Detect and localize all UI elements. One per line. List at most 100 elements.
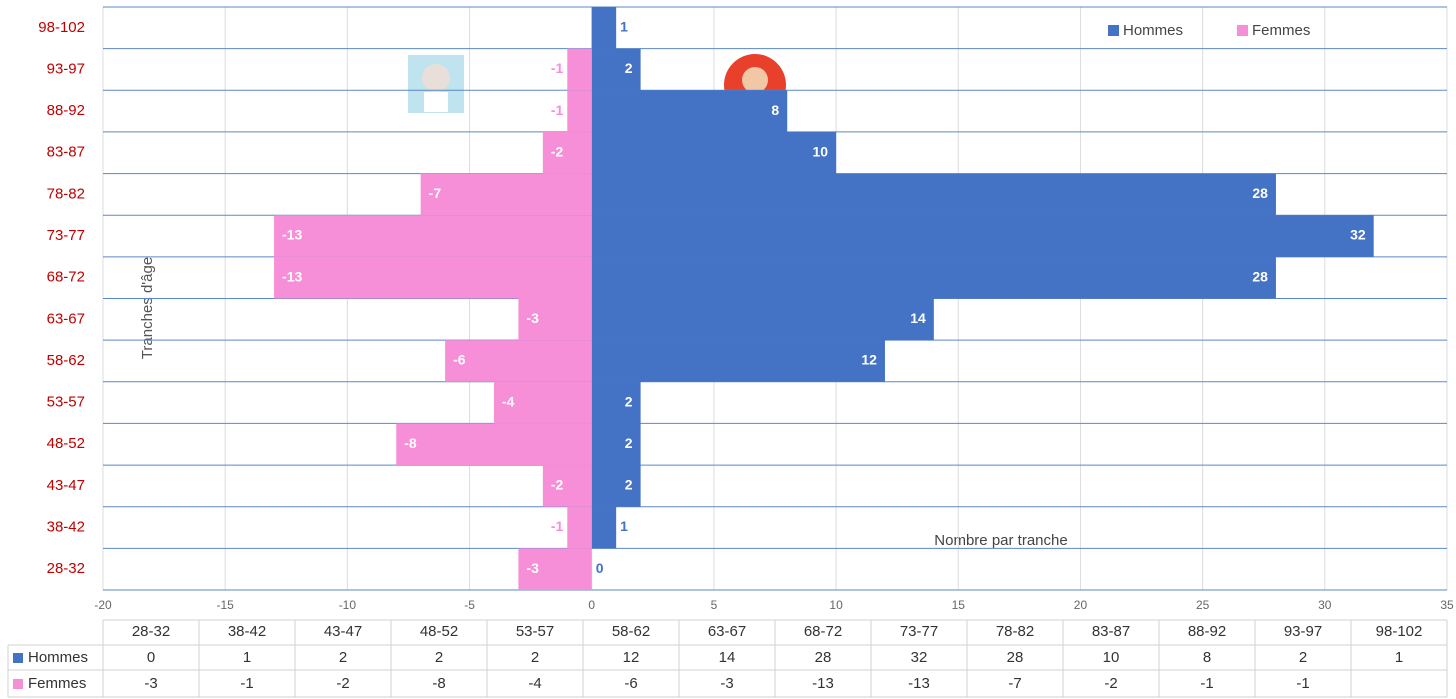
data-label: -8 — [404, 435, 417, 451]
data-label: 2 — [625, 393, 633, 409]
bar — [591, 48, 641, 91]
table-header: 53-57 — [516, 623, 554, 640]
y-tick-label: 43-47 — [47, 477, 85, 494]
data-label: 12 — [861, 352, 877, 368]
data-label: 14 — [910, 310, 926, 326]
table-cell: -1 — [240, 675, 253, 692]
table-cell: 8 — [1203, 649, 1211, 666]
bar — [591, 340, 885, 382]
table-header: 78-82 — [996, 623, 1034, 640]
bar — [591, 7, 617, 49]
y-axis-label: Tranches d'âge — [139, 257, 156, 359]
bar — [591, 381, 641, 424]
table-cell: 28 — [1007, 649, 1024, 666]
y-tick-label: 63-67 — [47, 310, 85, 327]
table-cell: -7 — [1008, 675, 1021, 692]
y-tick-label: 98-102 — [38, 19, 85, 36]
y-tick-label: 93-97 — [47, 60, 85, 77]
x-tick-label: -15 — [217, 598, 235, 612]
y-tick-label: 28-32 — [47, 560, 85, 577]
data-label: -7 — [429, 185, 442, 201]
table-cell: -1 — [1296, 675, 1309, 692]
table-cell: 28 — [815, 649, 832, 666]
bar — [591, 90, 788, 132]
table-cell: -4 — [528, 675, 541, 692]
bar — [591, 256, 1276, 299]
data-label: 28 — [1252, 268, 1268, 284]
table-cell: 2 — [339, 649, 347, 666]
data-label: 8 — [771, 102, 779, 118]
bar — [420, 173, 592, 216]
table-cell: -3 — [144, 675, 157, 692]
y-tick-label: 78-82 — [47, 185, 85, 202]
table-header: 73-77 — [900, 623, 938, 640]
bar — [591, 298, 934, 341]
x-axis-label: Nombre par tranche — [934, 532, 1067, 549]
data-label: -6 — [453, 352, 466, 368]
bar — [396, 423, 592, 466]
table-header: 28-32 — [132, 623, 170, 640]
table-header: 48-52 — [420, 623, 458, 640]
y-tick-label: 68-72 — [47, 269, 85, 286]
table-cell: 2 — [1299, 649, 1307, 666]
table-cell: -2 — [1104, 675, 1117, 692]
y-tick-label: 88-92 — [47, 102, 85, 119]
data-label: -1 — [551, 60, 564, 76]
table-cell: 2 — [435, 649, 443, 666]
table-header: 58-62 — [612, 623, 650, 640]
table-header: 43-47 — [324, 623, 362, 640]
table-cell: -13 — [908, 675, 930, 692]
x-tick-label: 5 — [711, 598, 718, 612]
table-header: 88-92 — [1188, 623, 1226, 640]
data-label: -1 — [551, 102, 564, 118]
bar — [591, 465, 641, 507]
data-label: -3 — [526, 560, 539, 576]
bar — [493, 381, 592, 424]
table-swatch — [13, 679, 23, 689]
data-label: 1 — [620, 518, 628, 534]
table-cell: -6 — [624, 675, 637, 692]
data-label: 2 — [625, 477, 633, 493]
table-cell: 12 — [623, 649, 640, 666]
data-label: -2 — [551, 143, 564, 159]
legend-swatch — [1108, 25, 1119, 36]
bar — [542, 465, 592, 507]
table-header: 63-67 — [708, 623, 746, 640]
table-cell: -1 — [1200, 675, 1213, 692]
legend-swatch — [1237, 25, 1248, 36]
table-cell: 1 — [243, 649, 251, 666]
y-tick-label: 38-42 — [47, 519, 85, 536]
legend-label: Femmes — [1252, 22, 1310, 39]
table-cell: 14 — [719, 649, 736, 666]
x-tick-label: 15 — [952, 598, 966, 612]
avatar-woman — [408, 55, 464, 113]
bar — [591, 173, 1276, 216]
table-header: 38-42 — [228, 623, 266, 640]
table-cell: -8 — [432, 675, 445, 692]
data-label: 32 — [1350, 227, 1366, 243]
data-label: 0 — [596, 560, 604, 576]
data-label: -13 — [282, 227, 302, 243]
table-cell: 1 — [1395, 649, 1403, 666]
table-cell: 32 — [911, 649, 928, 666]
bar — [591, 423, 641, 466]
table-swatch — [13, 653, 23, 663]
bar — [542, 131, 592, 174]
bar — [518, 298, 592, 341]
y-tick-label: 58-62 — [47, 352, 85, 369]
data-label: 1 — [620, 19, 628, 35]
table-header: 93-97 — [1284, 623, 1322, 640]
data-label: -2 — [551, 477, 564, 493]
bar — [518, 548, 592, 590]
bar — [591, 215, 1374, 257]
y-tick-label: 73-77 — [47, 227, 85, 244]
x-tick-label: 30 — [1318, 598, 1332, 612]
data-label: -4 — [502, 393, 515, 409]
table-cell: -13 — [812, 675, 834, 692]
x-tick-label: 0 — [588, 598, 595, 612]
bar — [567, 48, 592, 91]
data-label: 2 — [625, 60, 633, 76]
table-series-name: Hommes — [28, 649, 88, 666]
x-tick-label: -5 — [464, 598, 475, 612]
